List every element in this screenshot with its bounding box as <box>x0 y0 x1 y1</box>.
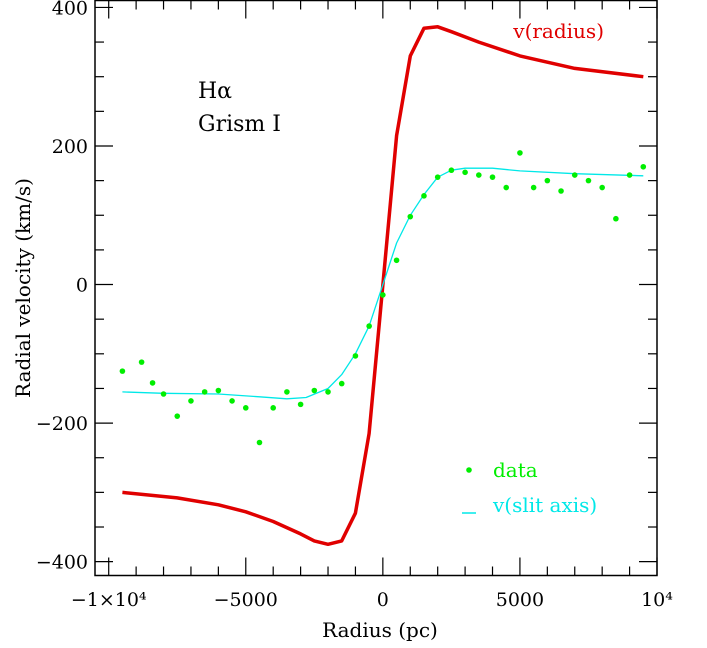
y-tick-label: 200 <box>52 136 88 158</box>
y-tick-labels: 400 200 0 −200 −400 <box>36 0 88 574</box>
y-tick-label: 400 <box>52 0 88 19</box>
data-point <box>544 177 551 184</box>
x-tick-labels: −1×10⁴ −5000 0 5000 10⁴ <box>71 589 673 611</box>
data-point <box>366 323 372 329</box>
data-point <box>599 184 605 191</box>
annotation-text: Hα <box>198 79 232 104</box>
series-line-v-slit-axis <box>122 167 644 400</box>
data-point <box>462 169 468 176</box>
data-point <box>119 368 126 374</box>
legend-label-v-slit-axis: v(slit axis) <box>492 493 597 517</box>
data-point <box>517 150 523 156</box>
data-point <box>215 387 222 394</box>
data-point <box>188 398 194 404</box>
data-point <box>640 163 647 170</box>
annotations: Hα Grism I <box>198 79 281 137</box>
data-point <box>149 380 156 386</box>
data-point <box>311 387 318 394</box>
y-tick-label: 0 <box>76 275 88 297</box>
series-line-v-radius <box>122 25 644 547</box>
data-point <box>380 292 386 298</box>
data-point <box>256 439 263 446</box>
x-tick-label: 0 <box>377 589 389 611</box>
data-point <box>174 413 181 419</box>
data-point <box>297 401 304 408</box>
data-point <box>338 380 345 387</box>
data-point <box>352 353 359 359</box>
legend-label-data: data <box>493 458 538 482</box>
y-axis-title: Radial velocity (km/s) <box>11 178 35 398</box>
x-tick-label: 5000 <box>496 589 544 611</box>
data-point <box>476 172 482 178</box>
x-tick-label: −5000 <box>214 589 278 611</box>
data-point <box>325 389 331 395</box>
data-point <box>613 215 619 222</box>
data-point <box>270 405 276 411</box>
series-layer <box>119 25 647 547</box>
data-point <box>407 213 414 220</box>
data-point <box>242 405 249 411</box>
y-tick-label: −400 <box>36 552 88 574</box>
legend: v(radius) data v(slit axis) <box>462 19 604 517</box>
data-point <box>421 193 427 199</box>
data-point <box>585 177 592 184</box>
data-point <box>448 167 455 174</box>
data-point <box>434 174 441 180</box>
x-tick-label: −1×10⁴ <box>71 589 147 611</box>
x-axis-title: Radius (pc) <box>322 618 438 642</box>
legend-marker-data <box>466 467 472 473</box>
data-point <box>571 172 578 178</box>
data-point <box>229 398 235 404</box>
data-point <box>160 391 167 397</box>
plot-frame <box>94 0 658 577</box>
data-point <box>558 188 564 194</box>
data-point <box>626 172 633 178</box>
x-tick-label: 10⁴ <box>641 589 673 611</box>
y-tick-label: −200 <box>36 413 88 435</box>
data-point <box>503 184 510 191</box>
data-point <box>393 257 400 264</box>
legend-label-v-radius: v(radius) <box>512 19 604 43</box>
annotation-text: Grism I <box>198 112 281 137</box>
axis-ticks <box>95 0 658 576</box>
data-point <box>138 359 145 365</box>
data-point <box>201 389 208 395</box>
data-point <box>284 389 290 395</box>
data-point <box>530 184 537 191</box>
data-point <box>489 174 496 180</box>
